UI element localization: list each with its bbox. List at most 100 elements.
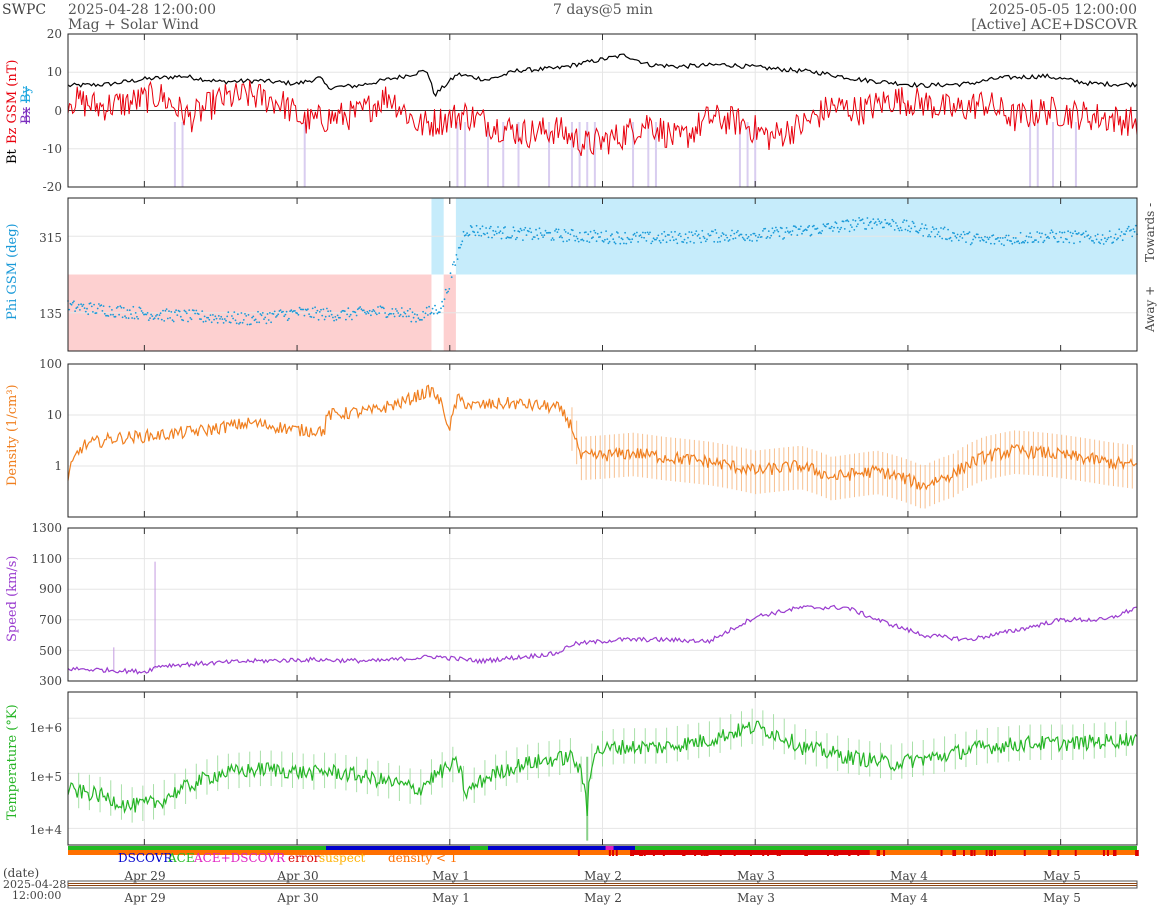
phi-point-755 bbox=[963, 233, 966, 236]
phi-point-495 bbox=[655, 238, 657, 241]
phi-point-358 bbox=[492, 229, 495, 232]
phi-point-736 bbox=[941, 237, 944, 240]
phi-point-417 bbox=[562, 240, 565, 243]
phi-point-717 bbox=[918, 229, 921, 232]
phi-point-506 bbox=[668, 234, 670, 236]
quality-error-mark-36 bbox=[640, 850, 643, 856]
phi-point-865 bbox=[1094, 235, 1097, 237]
xtick-top-1: Apr 30 bbox=[276, 869, 318, 883]
phi-point-683 bbox=[878, 220, 881, 223]
phi-point-121 bbox=[210, 321, 213, 324]
phi-point-220 bbox=[328, 315, 331, 317]
phi-point-107 bbox=[194, 312, 197, 315]
phi-point-590 bbox=[767, 230, 770, 233]
quality-error-mark-47 bbox=[694, 850, 697, 856]
phi-point-640 bbox=[827, 222, 830, 225]
phi-point-205 bbox=[310, 316, 313, 318]
phi-point-321 bbox=[448, 288, 451, 290]
source-strip-dscovr-2 bbox=[488, 846, 635, 850]
phi-point-83 bbox=[165, 308, 168, 310]
phi-point-102 bbox=[188, 309, 191, 311]
phi-point-286 bbox=[406, 309, 409, 312]
phi-point-589 bbox=[766, 235, 769, 238]
phi-point-22 bbox=[93, 303, 95, 306]
phi-point-282 bbox=[402, 315, 404, 318]
phi-point-847 bbox=[1073, 242, 1075, 245]
phi-point-359 bbox=[493, 234, 496, 236]
phi-point-846 bbox=[1072, 232, 1074, 235]
phi-point-236 bbox=[347, 307, 350, 310]
phi-point-426 bbox=[573, 235, 575, 237]
phi-point-526 bbox=[691, 234, 694, 237]
phi-point-520 bbox=[684, 233, 687, 236]
phi-point-508 bbox=[670, 231, 673, 233]
phi-point-331 bbox=[460, 243, 463, 246]
density-yticks: 100 10 1 bbox=[39, 357, 62, 473]
phi-point-663 bbox=[854, 219, 857, 222]
phi-point-485 bbox=[643, 236, 645, 239]
phi-point-375 bbox=[512, 226, 515, 229]
phi-point-85 bbox=[168, 310, 170, 312]
quality-error-mark-55 bbox=[836, 850, 839, 856]
phi-point-530 bbox=[696, 235, 699, 237]
phi-point-605 bbox=[785, 227, 788, 229]
phi-point-77 bbox=[158, 314, 161, 316]
phi-point-559 bbox=[731, 229, 733, 232]
phi-point-650 bbox=[839, 228, 841, 231]
phi-point-452 bbox=[604, 238, 606, 241]
phi-point-54 bbox=[131, 317, 134, 319]
phi-point-514 bbox=[677, 234, 680, 237]
density-ytick-10: 10 bbox=[47, 408, 62, 422]
phi-point-304 bbox=[428, 305, 430, 308]
phi-point-479 bbox=[636, 231, 638, 234]
phi-point-269 bbox=[386, 316, 389, 318]
phi-point-792 bbox=[1007, 234, 1010, 237]
phi-point-298 bbox=[421, 319, 423, 321]
phi-point-538 bbox=[706, 238, 708, 241]
phi-point-888 bbox=[1121, 239, 1124, 242]
xtick-bottom-6: May 5 bbox=[1043, 891, 1081, 905]
phi-point-322 bbox=[449, 272, 452, 275]
phi-point-607 bbox=[788, 231, 790, 234]
phi-point-764 bbox=[974, 236, 977, 239]
phi-point-614 bbox=[796, 234, 799, 237]
quality-error-mark-18 bbox=[700, 850, 703, 856]
phi-point-891 bbox=[1125, 230, 1128, 233]
phi-point-706 bbox=[905, 219, 908, 222]
xtick-bottom-0: Apr 29 bbox=[123, 891, 165, 905]
phi-point-167 bbox=[265, 322, 268, 325]
header-org: SWPC bbox=[2, 2, 46, 18]
phi-point-24 bbox=[95, 312, 98, 314]
quality-error-mark-12 bbox=[952, 850, 955, 856]
phi-point-746 bbox=[953, 232, 955, 235]
phi-point-581 bbox=[757, 236, 759, 239]
phi-point-70 bbox=[150, 313, 153, 316]
phi-point-20 bbox=[90, 305, 93, 308]
phi-point-606 bbox=[786, 230, 789, 233]
phi-point-787 bbox=[1001, 237, 1004, 239]
quality-error-mark-21 bbox=[643, 850, 646, 856]
phi-point-835 bbox=[1058, 231, 1061, 233]
phi-point-306 bbox=[430, 311, 433, 314]
phi-point-886 bbox=[1119, 235, 1122, 237]
phi-point-762 bbox=[972, 238, 974, 241]
phi-point-857 bbox=[1085, 230, 1087, 233]
phi-point-76 bbox=[157, 317, 160, 320]
phi-point-188 bbox=[290, 309, 293, 312]
phi-right-away: Away + bbox=[1143, 286, 1157, 333]
quality-error-mark-42 bbox=[954, 850, 957, 856]
phi-point-448 bbox=[599, 236, 601, 238]
phi-point-875 bbox=[1106, 238, 1109, 241]
phi-point-861 bbox=[1089, 236, 1092, 238]
phi-point-176 bbox=[276, 314, 278, 317]
phi-point-534 bbox=[701, 229, 704, 232]
phi-point-446 bbox=[596, 232, 599, 235]
phi-point-539 bbox=[707, 233, 710, 235]
phi-point-473 bbox=[628, 238, 631, 241]
phi-point-79 bbox=[160, 318, 163, 321]
phi-point-546 bbox=[715, 232, 718, 234]
phi-point-461 bbox=[614, 242, 617, 245]
phi-point-225 bbox=[334, 316, 337, 318]
phi-point-101 bbox=[187, 320, 189, 323]
phi-point-132 bbox=[223, 318, 226, 320]
